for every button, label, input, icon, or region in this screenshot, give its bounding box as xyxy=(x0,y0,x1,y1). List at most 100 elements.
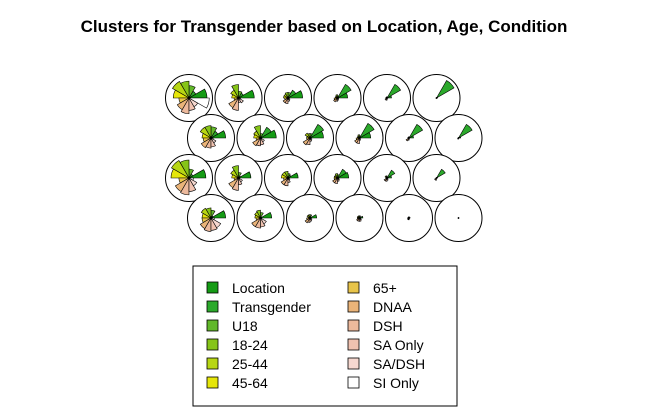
segment-45-64 xyxy=(283,95,290,99)
segment-sa-dsh xyxy=(188,177,198,187)
segment-si-only xyxy=(187,177,194,181)
segment-unit xyxy=(187,194,235,242)
segment-45-64 xyxy=(172,89,191,99)
segment-dsh xyxy=(255,216,261,229)
segment-sa-dsh xyxy=(259,137,265,143)
segment-transgender xyxy=(287,89,297,99)
legend-swatch xyxy=(347,281,360,294)
segment-unit xyxy=(236,194,285,242)
legend-label: SI Only xyxy=(373,375,419,391)
segment-si-only xyxy=(336,177,339,179)
segment-25-44 xyxy=(172,81,190,99)
segment-transgender xyxy=(457,123,473,139)
segment-si-only xyxy=(286,177,290,179)
segment-dsh xyxy=(306,136,311,146)
segment-location xyxy=(209,210,226,219)
segment-transgender xyxy=(386,83,402,99)
segment-transgender xyxy=(336,168,347,179)
segment-transgender xyxy=(408,123,424,139)
segment-sa-dsh xyxy=(210,137,217,144)
segment-si-only xyxy=(336,97,339,99)
segment-25-44 xyxy=(199,126,212,139)
segment-unit xyxy=(434,114,483,162)
segment-dsh xyxy=(256,136,261,147)
legend-swatch xyxy=(206,300,219,313)
segment-dnaa xyxy=(304,217,311,224)
segment-dsh xyxy=(283,176,289,187)
legend-label: SA Only xyxy=(373,337,424,353)
segment-unit xyxy=(313,74,362,122)
segment-unit xyxy=(214,154,263,202)
segment-25-44 xyxy=(253,130,262,139)
segment-sa-dsh xyxy=(386,177,389,180)
legend-swatch xyxy=(347,338,360,351)
segment-unit xyxy=(385,194,433,242)
segment-sa-dsh xyxy=(237,177,243,183)
segment-dnaa xyxy=(200,137,212,149)
segment-si-only xyxy=(209,217,215,221)
segment-dnaa xyxy=(302,137,311,146)
legend-swatch xyxy=(206,319,219,332)
segment-dsh xyxy=(334,176,338,184)
segment-transgender xyxy=(309,123,325,139)
legend-label: 18-24 xyxy=(232,337,268,353)
segment-unit xyxy=(412,154,461,202)
legend-label: DSH xyxy=(373,318,403,334)
segment-transgender xyxy=(336,83,352,99)
segment-transgender xyxy=(435,168,446,179)
segment-location xyxy=(358,215,364,219)
segment-45-64 xyxy=(231,174,240,179)
segment-si-only xyxy=(237,177,240,179)
legend-swatch xyxy=(347,300,360,313)
segment-unit xyxy=(385,114,433,162)
segment-sa-dsh xyxy=(237,97,244,104)
segment-si-only xyxy=(308,137,312,139)
segment-unit xyxy=(313,154,362,202)
segment-sa-only xyxy=(386,96,388,100)
segment-unit xyxy=(286,194,334,242)
segment-unit xyxy=(165,154,213,202)
legend-swatch xyxy=(347,357,360,370)
legend-label: SA/DSH xyxy=(373,356,425,372)
legend-swatch xyxy=(206,357,219,370)
segment-dsh xyxy=(356,136,360,144)
segment-unit xyxy=(335,194,384,242)
legend-label: Transgender xyxy=(232,299,311,315)
segment-25-44 xyxy=(230,169,240,179)
segment-transgender xyxy=(259,126,272,139)
chart-title: Clusters for Transgender based on Locati… xyxy=(81,17,568,36)
segment-unit xyxy=(264,74,312,122)
segment-45-64 xyxy=(170,168,191,179)
segment-si-only xyxy=(187,97,210,109)
segment-unit xyxy=(236,114,285,162)
segment-dsh xyxy=(205,136,212,149)
segment-dsh xyxy=(284,96,289,104)
segment-unit xyxy=(335,114,384,162)
segment-dsh xyxy=(180,96,190,115)
segment-45-64 xyxy=(280,174,290,179)
segment-transgender xyxy=(358,122,375,139)
segment-dnaa xyxy=(333,97,339,103)
segment-45-64 xyxy=(231,94,240,99)
segment-si-only xyxy=(308,217,312,219)
legend-box xyxy=(192,265,458,407)
legend-label: 45-64 xyxy=(232,375,268,391)
segment-si-only xyxy=(286,97,290,99)
segment-unit xyxy=(363,154,411,202)
legend-swatch xyxy=(347,376,360,389)
legend-swatch xyxy=(206,281,219,294)
segment-unit xyxy=(264,154,312,202)
legend-swatch xyxy=(206,376,219,389)
segment-si-only xyxy=(237,97,242,100)
segment-unit xyxy=(214,74,263,122)
segment-si-only xyxy=(209,137,214,140)
legend-label: DNAA xyxy=(373,299,413,315)
segment-dsh xyxy=(231,96,239,111)
segment-sa-dsh xyxy=(210,217,222,229)
segment-dsh xyxy=(335,96,338,102)
segment-unit xyxy=(187,114,235,162)
legend-label: U18 xyxy=(232,318,258,334)
legend-label: 65+ xyxy=(373,280,397,296)
segment-dsh xyxy=(180,176,190,196)
